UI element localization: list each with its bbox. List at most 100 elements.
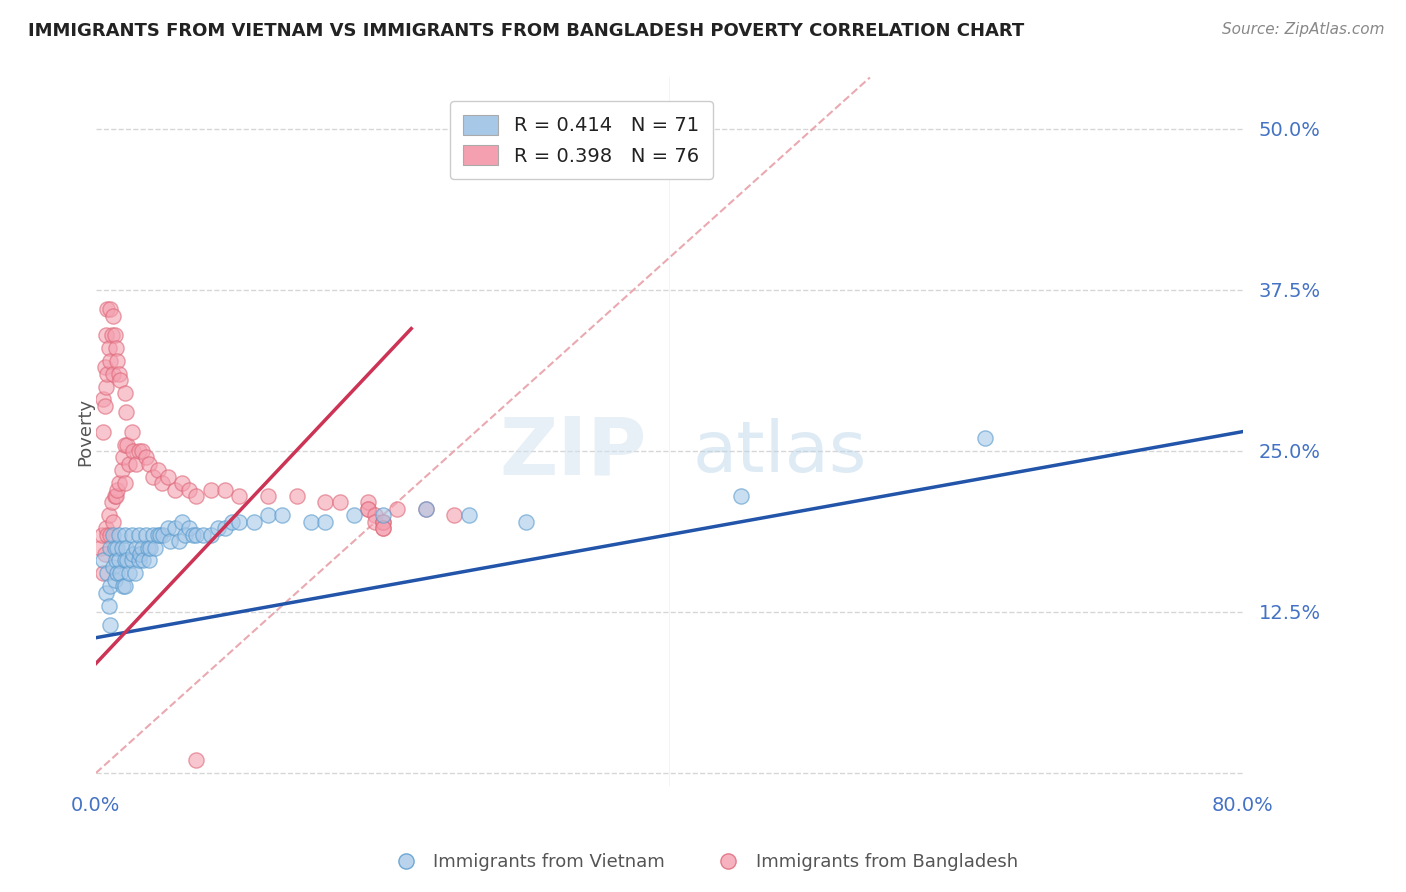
Point bbox=[98, 541, 121, 555]
Point bbox=[443, 508, 465, 523]
Point bbox=[163, 521, 186, 535]
Point bbox=[214, 483, 236, 497]
Point bbox=[111, 463, 134, 477]
Point bbox=[214, 521, 236, 535]
Point bbox=[285, 489, 308, 503]
Point bbox=[364, 508, 387, 523]
Point bbox=[118, 566, 141, 581]
Point bbox=[94, 328, 117, 343]
Point bbox=[112, 450, 135, 465]
Point bbox=[107, 541, 129, 555]
Point bbox=[177, 521, 200, 535]
Point bbox=[177, 483, 200, 497]
Point bbox=[207, 521, 229, 535]
Point bbox=[128, 527, 150, 541]
Point bbox=[173, 527, 195, 541]
Point bbox=[314, 515, 336, 529]
Point bbox=[104, 553, 127, 567]
Point bbox=[122, 444, 145, 458]
Point bbox=[143, 541, 166, 555]
Point bbox=[186, 753, 208, 767]
Point bbox=[125, 457, 148, 471]
Point bbox=[129, 547, 152, 561]
Point bbox=[138, 553, 160, 567]
Point bbox=[93, 360, 115, 375]
Point bbox=[111, 541, 134, 555]
Point bbox=[94, 521, 117, 535]
Point bbox=[101, 560, 124, 574]
Point bbox=[131, 541, 153, 555]
Point bbox=[132, 553, 155, 567]
Point bbox=[110, 566, 132, 581]
Point bbox=[122, 547, 145, 561]
Point bbox=[107, 353, 129, 368]
Point bbox=[104, 341, 127, 355]
Point bbox=[371, 515, 394, 529]
Point bbox=[257, 489, 280, 503]
Point bbox=[98, 353, 121, 368]
Point bbox=[108, 476, 131, 491]
Point bbox=[114, 476, 136, 491]
Point bbox=[139, 541, 162, 555]
Point bbox=[97, 508, 120, 523]
Point bbox=[118, 457, 141, 471]
Point bbox=[89, 541, 111, 555]
Point bbox=[357, 502, 380, 516]
Point bbox=[228, 515, 250, 529]
Point bbox=[101, 527, 124, 541]
Point bbox=[103, 328, 125, 343]
Point bbox=[114, 437, 136, 451]
Point bbox=[314, 495, 336, 509]
Point bbox=[121, 425, 143, 439]
Point bbox=[101, 515, 124, 529]
Point bbox=[152, 527, 174, 541]
Point bbox=[115, 405, 138, 419]
Point bbox=[107, 483, 129, 497]
Point bbox=[91, 566, 114, 581]
Point bbox=[94, 585, 117, 599]
Text: Source: ZipAtlas.com: Source: ZipAtlas.com bbox=[1222, 22, 1385, 37]
Point bbox=[973, 431, 995, 445]
Point bbox=[156, 469, 179, 483]
Point bbox=[136, 541, 159, 555]
Point bbox=[138, 457, 160, 471]
Legend: Immigrants from Vietnam, Immigrants from Bangladesh: Immigrants from Vietnam, Immigrants from… bbox=[381, 847, 1025, 879]
Point bbox=[114, 579, 136, 593]
Point bbox=[101, 309, 124, 323]
Point bbox=[114, 386, 136, 401]
Point bbox=[90, 527, 112, 541]
Point bbox=[135, 450, 157, 465]
Point bbox=[146, 527, 169, 541]
Point bbox=[93, 399, 115, 413]
Text: atlas: atlas bbox=[692, 418, 866, 487]
Point bbox=[156, 521, 179, 535]
Point bbox=[183, 527, 205, 541]
Point bbox=[186, 489, 208, 503]
Point bbox=[98, 527, 121, 541]
Point bbox=[142, 527, 165, 541]
Point bbox=[101, 367, 124, 381]
Point bbox=[131, 444, 153, 458]
Point bbox=[107, 566, 129, 581]
Point bbox=[97, 599, 120, 613]
Point bbox=[108, 527, 131, 541]
Point bbox=[371, 508, 394, 523]
Point bbox=[98, 302, 121, 317]
Point bbox=[371, 515, 394, 529]
Point bbox=[103, 573, 125, 587]
Point bbox=[200, 483, 222, 497]
Point bbox=[142, 469, 165, 483]
Point bbox=[103, 489, 125, 503]
Point bbox=[91, 392, 114, 407]
Point bbox=[97, 341, 120, 355]
Point bbox=[357, 495, 380, 509]
Point bbox=[457, 508, 479, 523]
Point bbox=[371, 521, 394, 535]
Point bbox=[228, 489, 250, 503]
Point bbox=[117, 553, 139, 567]
Point bbox=[100, 495, 122, 509]
Point bbox=[271, 508, 294, 523]
Point bbox=[114, 553, 136, 567]
Point bbox=[343, 508, 366, 523]
Point bbox=[299, 515, 322, 529]
